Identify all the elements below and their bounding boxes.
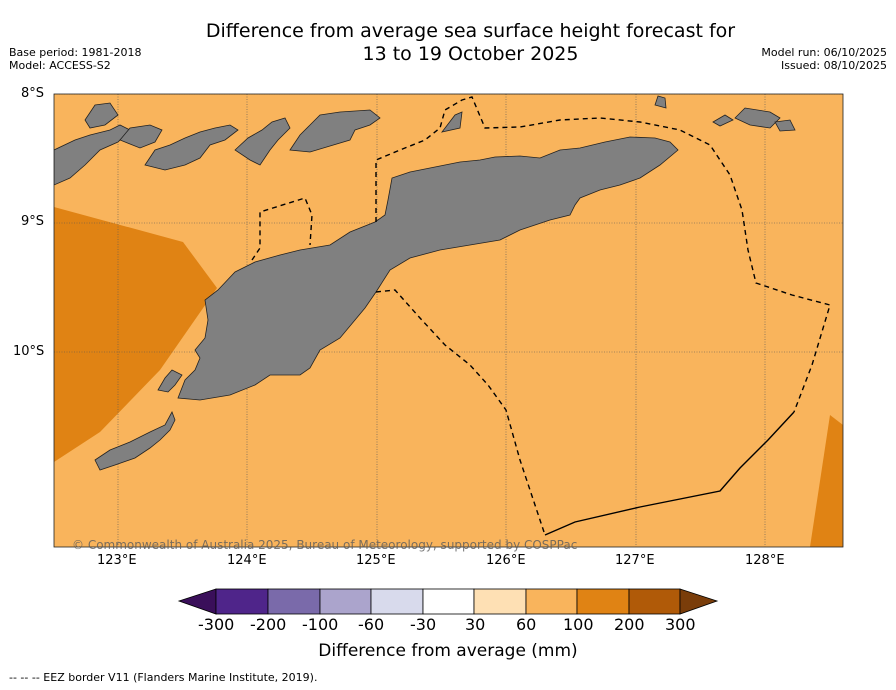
colorbar-bin: [628, 588, 681, 615]
map-panel: [54, 94, 843, 547]
issued-date: Issued: 08/10/2025: [780, 59, 887, 72]
land-moa: [712, 114, 734, 127]
copyright-credit: © Commonwealth of Australia 2025, Bureau…: [72, 538, 578, 552]
map-frame: [53, 93, 844, 548]
model-name: Model: ACCESS-S2: [9, 59, 111, 72]
land-romang: [734, 107, 781, 129]
eez-border: [251, 96, 831, 536]
colorbar-bin: [525, 588, 578, 615]
colorbar-bin: [267, 588, 321, 615]
colorbar-bin: [422, 588, 475, 615]
land-atauro: [441, 111, 463, 133]
lon-label-127e: 127°E: [615, 553, 655, 568]
lat-label-9s: 9°S: [21, 214, 45, 229]
colorbar-bin: [473, 588, 527, 615]
land-kisar: [654, 95, 667, 109]
land-wetar: [289, 109, 381, 153]
eez-border-dashed-west: [251, 197, 313, 261]
lon-label-124e: 124°E: [227, 553, 267, 568]
lat-label-10s: 10°S: [13, 344, 45, 359]
land-islet-middle: [119, 124, 163, 149]
land-leti: [774, 119, 796, 132]
eez-border-dashed-timor-sea: [375, 289, 546, 536]
base-period: Base period: 1981-2018: [9, 46, 142, 59]
map-title: Difference from average sea surface heig…: [0, 20, 896, 66]
lat-label-8s: 8°S: [21, 86, 45, 101]
land-islet-north: [84, 102, 119, 129]
land-rote: [157, 369, 183, 393]
colorbar-tick-label: -30: [410, 615, 437, 634]
model-run: Model run: 06/10/2025: [761, 46, 887, 59]
colorbar-title: Difference from average (mm): [318, 641, 578, 661]
colorbar: [177, 588, 719, 615]
meta-right: Model run: 06/10/2025 Issued: 08/10/2025: [761, 46, 887, 72]
title-line-1: Difference from average sea surface heig…: [205, 20, 736, 42]
colorbar-tick-label: 60: [516, 615, 537, 634]
colorbar-extend-low: [177, 588, 217, 615]
land-alor: [234, 117, 291, 166]
lon-label-126e: 126°E: [486, 553, 526, 568]
land-flores-east: [144, 124, 239, 171]
colorbar-tick-label: -300: [198, 615, 235, 634]
colorbar-bin: [319, 588, 372, 615]
colorbar-tick-label: 100: [563, 615, 594, 634]
lon-label-128e: 128°E: [745, 553, 785, 568]
colorbar-bin: [215, 588, 269, 615]
colorbar-bin: [576, 588, 630, 615]
eez-border-dashed-north: [375, 96, 831, 413]
lon-label-125e: 125°E: [356, 553, 396, 568]
colorbar-tick-label: -100: [302, 615, 339, 634]
title-line-2: 13 to 19 October 2025: [362, 43, 579, 65]
eez-border-solid: [544, 411, 795, 536]
colorbar-tick-label: 200: [614, 615, 645, 634]
colorbar-tick-label: 300: [665, 615, 696, 634]
lon-label-123e: 123°E: [97, 553, 137, 568]
colorbar-bin: [370, 588, 424, 615]
land-timor: [177, 136, 679, 401]
colorbar-extend-high: [679, 588, 719, 615]
colorbar-tick-label: -60: [358, 615, 385, 634]
colorbar-tick-label: 30: [465, 615, 486, 634]
anomaly-100-200-west: [54, 207, 217, 462]
eez-footnote: -- -- -- EEZ border V11 (Flanders Marine…: [9, 671, 318, 684]
land: [54, 95, 796, 471]
anomaly-100-200-east: [810, 415, 843, 547]
colorbar-tick-label: -200: [250, 615, 287, 634]
graticule: [54, 94, 843, 547]
meta-left: Base period: 1981-2018 Model: ACCESS-S2: [9, 46, 141, 72]
land-sawu: [94, 411, 176, 471]
